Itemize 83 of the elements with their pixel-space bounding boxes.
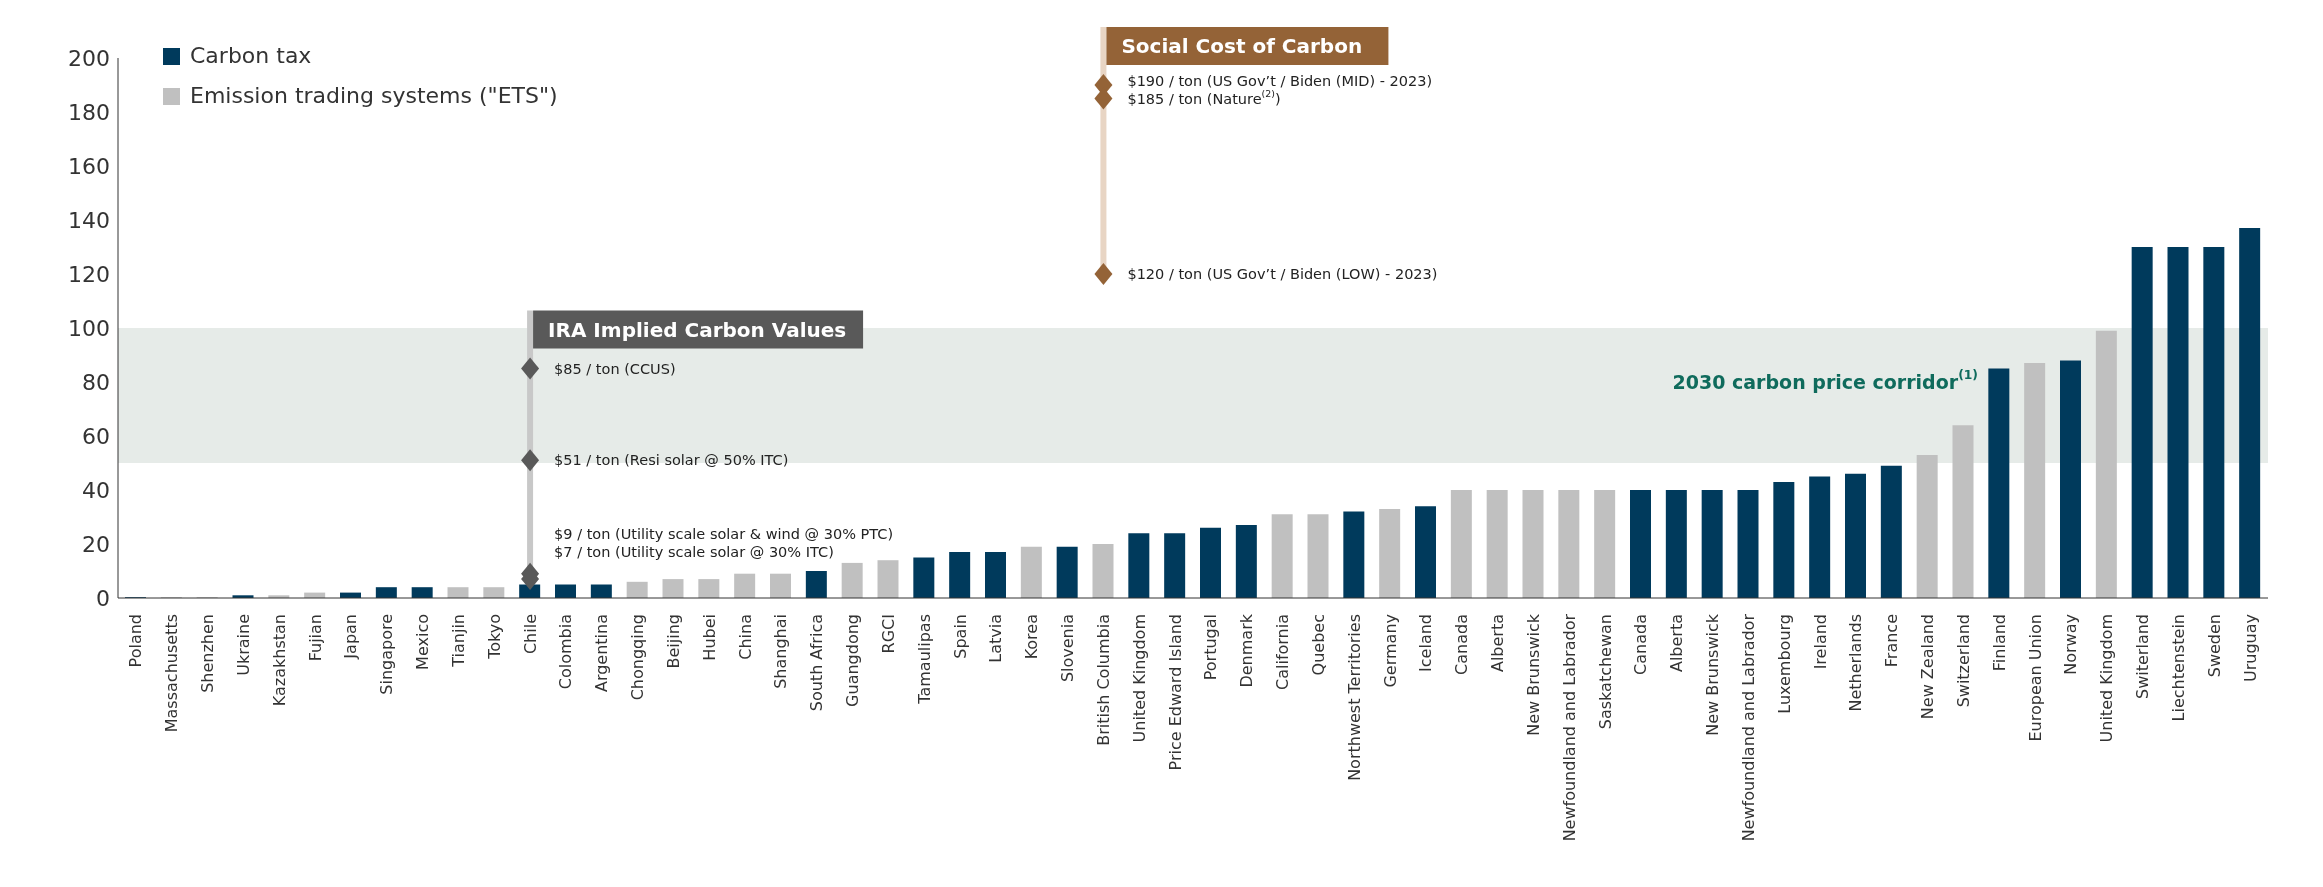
x-tick-label: Spain xyxy=(950,614,970,659)
x-tick-label: New Brunswick xyxy=(1523,613,1543,736)
x-tick-label: Chongqing xyxy=(628,614,648,701)
data-label: $7 / ton (Utility scale solar @ 30% ITC) xyxy=(554,544,834,560)
y-tick-label: 120 xyxy=(68,261,110,287)
x-tick-label: Uruguay xyxy=(2240,614,2260,682)
x-tick-label: Singapore xyxy=(377,614,397,695)
data-label: $51 / ton (Resi solar @ 50% ITC) xyxy=(554,452,789,469)
x-tick-label: Shenzhen xyxy=(198,614,218,693)
x-tick-label: Beijing xyxy=(663,614,683,669)
x-tick-label: Iceland xyxy=(1416,614,1436,672)
series-label: IRA Implied Carbon Values xyxy=(548,317,847,342)
x-tick-label: Ukraine xyxy=(233,614,253,676)
x-tick-label: Portugal xyxy=(1201,614,1221,681)
x-tick-label: Tianjin xyxy=(448,614,468,668)
y-tick-label: 0 xyxy=(96,585,110,611)
x-tick-label: Tamaulipas xyxy=(914,614,934,705)
x-tick-label: Chile xyxy=(520,614,540,655)
x-tick-label: Alberta xyxy=(1488,614,1508,673)
x-tick-label: Fujian xyxy=(305,614,325,662)
data-label: $9 / ton (Utility scale solar & wind @ 30% PTC) xyxy=(554,526,894,542)
x-tick-label: Germany xyxy=(1380,614,1400,688)
x-tick-label: Colombia xyxy=(556,614,576,690)
y-tick-label: 60 xyxy=(82,423,110,449)
x-tick-label: Poland xyxy=(126,614,146,668)
x-tick-label: Korea xyxy=(1022,614,1042,660)
x-tick-label: Sweden xyxy=(2204,614,2224,678)
x-tick-label: Japan xyxy=(341,614,361,660)
x-tick-label: Ireland xyxy=(1810,614,1830,670)
y-tick-label: 20 xyxy=(82,531,110,557)
x-tick-label: France xyxy=(1882,614,1902,668)
y-tick-label: 80 xyxy=(82,369,110,395)
data-label: $190 / ton (US Gov’t / Biden (MID) - 2023) xyxy=(1127,72,1433,89)
x-tick-label: Shanghai xyxy=(771,614,791,689)
x-tick-label: Tokyo xyxy=(484,614,504,660)
x-tick-label: New Brunswick xyxy=(1703,613,1723,736)
y-tick-label: 180 xyxy=(68,99,110,125)
x-tick-label: Netherlands xyxy=(1846,614,1866,712)
x-tick-label: Newfoundland and Labrador xyxy=(1738,613,1758,842)
x-tick-label: Finland xyxy=(1989,614,2009,672)
x-tick-label: South Africa xyxy=(807,614,827,712)
data-label: $185 / ton (Nature$^{(2)}$) xyxy=(1127,87,1281,107)
y-tick-label: 40 xyxy=(82,477,110,503)
x-tick-label: New Zealand xyxy=(1918,614,1938,720)
x-tick-label: Alberta xyxy=(1667,614,1687,673)
x-tick-label: Slovenia xyxy=(1058,614,1078,683)
x-tick-label: Massachusetts xyxy=(162,614,182,733)
x-tick-label: Saskatchewan xyxy=(1595,614,1615,730)
x-tick-label: Norway xyxy=(2061,614,2081,675)
data-label: $120 / ton (US Gov’t / Biden (LOW) - 2023) xyxy=(1127,266,1438,282)
x-tick-label: Quebec xyxy=(1308,614,1328,676)
x-tick-label: Switerland xyxy=(2133,614,2153,699)
x-tick-label: Liechtenstein xyxy=(2168,614,2188,722)
x-tick-label: Denmark xyxy=(1237,613,1257,688)
x-tick-label: RGCI xyxy=(878,614,898,654)
x-tick-label: United Kingdom xyxy=(1129,614,1149,743)
x-tick-label: Price Edward Island xyxy=(1165,614,1185,771)
x-tick-label: United Kingdom xyxy=(2097,614,2117,743)
x-tick-label: Switzerland xyxy=(1953,614,1973,708)
band-label: 2030 carbon price corridor$^{(1)}$ xyxy=(1672,368,1978,393)
x-tick-label: Latvia xyxy=(986,614,1006,663)
x-tick-label: Luxembourg xyxy=(1774,614,1794,714)
y-tick-label: 100 xyxy=(68,315,110,341)
y-tick-label: 200 xyxy=(68,45,110,71)
x-tick-label: Kazakhstan xyxy=(269,614,289,707)
x-tick-label: Newfoundland and Labrador xyxy=(1559,613,1579,842)
x-tick-label: California xyxy=(1273,614,1293,690)
legend-label: Carbon tax xyxy=(190,42,312,70)
x-tick-label: Mexico xyxy=(413,614,433,670)
x-tick-label: Argentina xyxy=(592,614,612,693)
x-tick-label: China xyxy=(735,614,755,660)
x-tick-label: Canada xyxy=(1452,614,1472,675)
y-tick-label: 140 xyxy=(68,207,110,233)
x-tick-label: Northwest Territories xyxy=(1344,614,1364,781)
x-tick-label: Canada xyxy=(1631,614,1651,675)
x-tick-label: Hubei xyxy=(699,614,719,661)
x-tick-label: European Union xyxy=(2025,614,2045,742)
data-label: $85 / ton (CCUS) xyxy=(554,360,676,377)
series-label: Social Cost of Carbon xyxy=(1121,34,1363,58)
x-tick-label: Guangdong xyxy=(843,614,863,707)
x-tick-label: British Columbia xyxy=(1093,614,1113,746)
legend-label: Emission trading systems ("ETS") xyxy=(190,82,558,110)
y-tick-label: 160 xyxy=(68,153,110,179)
